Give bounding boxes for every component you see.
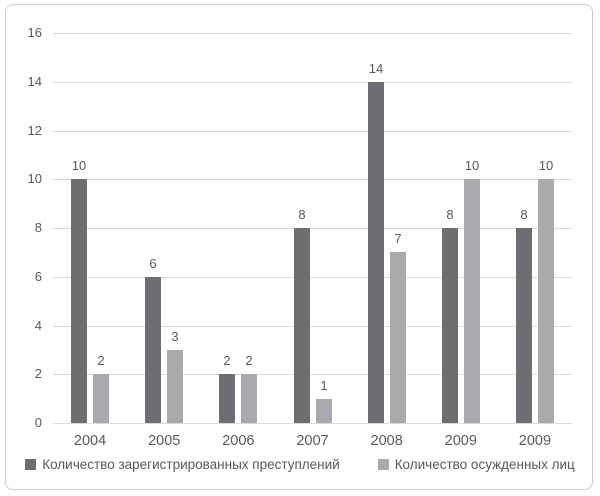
gridline-y-12 xyxy=(53,130,572,132)
legend-item-registered-crimes: Количество зарегистрированных преступлен… xyxy=(25,457,340,472)
y-axis-tick-0: 0 xyxy=(34,415,42,430)
legend-label-convicted-persons: Количество осужденных лиц xyxy=(394,457,575,472)
x-axis-label-2004: 2004 xyxy=(73,433,107,449)
legend-swatch-convicted-persons xyxy=(377,459,389,470)
bar-2005-series-1 xyxy=(167,350,183,423)
gridline-y-4 xyxy=(53,325,572,327)
bar-2007-series-1 xyxy=(316,399,332,423)
x-axis-label-2007: 2007 xyxy=(296,433,329,449)
bar-value-label: 8 xyxy=(298,207,306,222)
bar-2006-series-0 xyxy=(219,374,235,423)
gridline-y-14 xyxy=(53,81,572,83)
gridline-y-0 xyxy=(53,423,572,424)
bar-value-label: 2 xyxy=(245,353,253,368)
x-axis-label-2006: 2006 xyxy=(222,433,255,449)
bar-2009-series-0 xyxy=(516,228,532,423)
bar-value-label: 8 xyxy=(520,207,528,222)
bar-value-label: 1 xyxy=(320,378,328,393)
y-axis-tick-4: 4 xyxy=(34,317,42,333)
gridline-y-8 xyxy=(53,228,572,229)
bar-value-label: 6 xyxy=(149,256,157,271)
bar-value-label: 2 xyxy=(97,353,105,368)
y-axis-tick-2: 2 xyxy=(34,366,42,382)
y-axis-tick-10: 10 xyxy=(27,171,42,187)
bar-2009-series-1 xyxy=(464,179,480,423)
chart-legend: Количество зарегистрированных преступлен… xyxy=(0,457,600,472)
bar-value-label: 7 xyxy=(394,231,402,246)
bar-value-label: 2 xyxy=(223,353,231,368)
bar-value-label: 8 xyxy=(446,207,454,222)
y-axis-tick-16: 16 xyxy=(27,25,42,40)
bar-value-label: 10 xyxy=(464,158,480,173)
legend-swatch-registered-crimes xyxy=(25,459,37,470)
y-axis-tick-14: 14 xyxy=(27,73,42,89)
bar-2004-series-1 xyxy=(93,374,109,423)
y-axis-tick-12: 12 xyxy=(27,122,42,138)
legend-label-registered-crimes: Количество зарегистрированных преступлен… xyxy=(42,457,340,472)
bar-2008-series-0 xyxy=(368,82,384,423)
bar-2009-series-0 xyxy=(442,228,458,423)
bar-2008-series-1 xyxy=(390,252,406,423)
bar-2004-series-0 xyxy=(71,179,87,423)
legend-item-convicted-persons: Количество осужденных лиц xyxy=(377,457,575,472)
y-axis-tick-8: 8 xyxy=(34,220,42,235)
bar-2006-series-1 xyxy=(241,374,257,423)
bar-value-label: 10 xyxy=(71,158,87,173)
gridline-y-2 xyxy=(53,374,572,376)
x-axis-label-2009: 2009 xyxy=(444,433,477,449)
bar-value-label: 14 xyxy=(368,61,384,76)
x-axis-label-2009: 2009 xyxy=(518,433,552,449)
y-axis-tick-6: 6 xyxy=(34,268,42,284)
bar-2005-series-0 xyxy=(145,277,161,423)
bar-2009-series-1 xyxy=(538,179,554,423)
bar-value-label: 3 xyxy=(171,329,179,344)
bar-value-label: 10 xyxy=(538,158,554,173)
x-axis-label-2005: 2005 xyxy=(148,433,181,449)
gridline-y-16 xyxy=(53,33,572,34)
gridline-y-10 xyxy=(53,179,572,181)
x-axis-label-2008: 2008 xyxy=(370,433,403,449)
gridline-y-6 xyxy=(53,276,572,278)
bar-2007-series-0 xyxy=(294,228,310,423)
